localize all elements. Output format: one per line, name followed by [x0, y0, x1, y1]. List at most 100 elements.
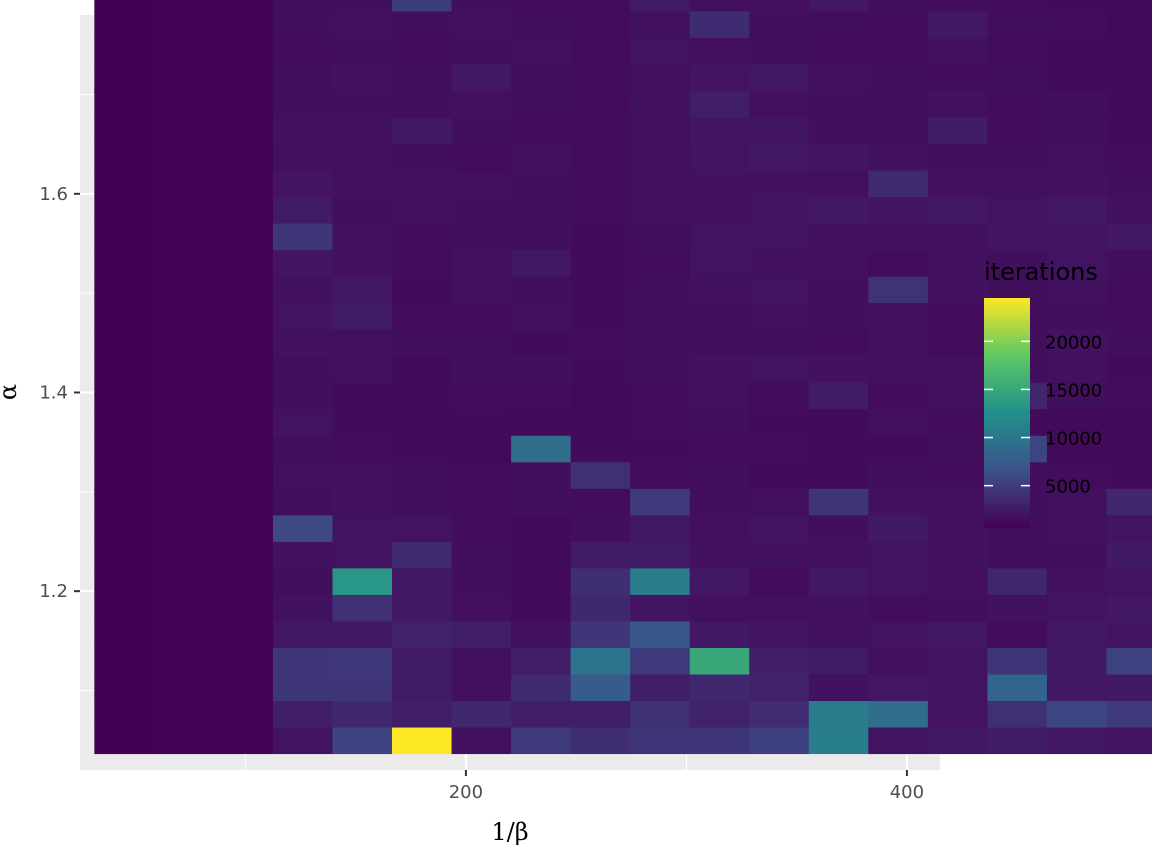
- heatmap-tile: [808, 700, 869, 728]
- heatmap-tile: [332, 435, 393, 463]
- heatmap-tile: [1046, 488, 1108, 516]
- heatmap-tile: [570, 249, 631, 277]
- heatmap-tile: [689, 461, 750, 489]
- heatmap-tile: [630, 541, 691, 569]
- heatmap-tile: [213, 461, 274, 489]
- heatmap-tile: [570, 647, 631, 675]
- heatmap-tile: [94, 276, 155, 304]
- heatmap-tile: [987, 10, 1048, 38]
- heatmap-tile: [392, 196, 453, 224]
- heatmap-tile: [1106, 726, 1152, 755]
- heatmap-tile: [927, 355, 989, 383]
- heatmap-tile: [153, 488, 215, 516]
- heatmap-tile: [927, 0, 989, 12]
- heatmap-tile: [392, 594, 453, 622]
- heatmap-tile: [451, 461, 512, 489]
- heatmap-tile: [868, 329, 929, 357]
- heatmap-tile: [272, 647, 334, 675]
- heatmap-tile: [392, 116, 453, 144]
- heatmap-tile: [689, 10, 750, 38]
- heatmap-tile: [94, 196, 155, 224]
- heatmap-tile: [272, 673, 334, 702]
- heatmap-tile: [630, 382, 691, 410]
- heatmap-tile: [630, 647, 691, 675]
- heatmap-tile: [868, 620, 929, 648]
- heatmap-tile: [153, 276, 215, 304]
- heatmap-tile: [808, 276, 869, 304]
- heatmap-tile: [94, 514, 155, 542]
- heatmap-tile: [153, 594, 215, 622]
- heatmap-tile: [868, 541, 929, 569]
- heatmap-tile: [749, 673, 810, 702]
- legend-title: iterations: [984, 258, 1098, 286]
- heatmap-tile: [451, 700, 512, 728]
- heatmap-tile: [689, 222, 750, 251]
- heatmap-tile: [272, 196, 334, 224]
- heatmap-tile: [332, 567, 393, 595]
- heatmap-tile: [451, 594, 512, 622]
- heatmap-tile: [927, 594, 989, 622]
- heatmap-tile: [749, 355, 810, 383]
- heatmap-tile: [213, 620, 274, 648]
- heatmap-tile: [451, 726, 512, 755]
- heatmap-tile: [451, 63, 512, 91]
- heatmap-tile: [94, 620, 155, 648]
- heatmap-tile: [927, 116, 989, 144]
- heatmap-tile: [868, 169, 929, 198]
- heatmap-tile: [808, 143, 869, 171]
- heatmap-tile: [1046, 222, 1108, 251]
- heatmap-tile: [808, 116, 869, 144]
- heatmap-tile: [94, 408, 155, 436]
- heatmap-tile: [213, 37, 274, 65]
- heatmap-tile: [392, 222, 453, 251]
- heatmap-tile: [987, 143, 1048, 171]
- heatmap-tile: [868, 514, 929, 542]
- heatmap-tile: [1106, 249, 1152, 277]
- heatmap-tile: [392, 620, 453, 648]
- heatmap-tile: [153, 249, 215, 277]
- heatmap-tile: [511, 461, 572, 489]
- heatmap-tile: [213, 673, 274, 702]
- heatmap-tile: [868, 116, 929, 144]
- heatmap-tile: [153, 10, 215, 38]
- heatmap-tile: [868, 249, 929, 277]
- heatmap-tile: [451, 302, 512, 330]
- heatmap-tile: [1106, 673, 1152, 702]
- heatmap-tile: [94, 143, 155, 171]
- heatmap-tile: [987, 249, 1048, 277]
- heatmap-tile: [927, 249, 989, 277]
- heatmap-tile: [630, 620, 691, 648]
- heatmap-tile: [630, 196, 691, 224]
- heatmap-tile: [868, 435, 929, 463]
- heatmap-tile: [153, 90, 215, 118]
- x-axis-title: 1/β: [491, 818, 528, 846]
- heatmap-tile: [868, 222, 929, 251]
- heatmap-tile: [511, 408, 572, 436]
- heatmap-tile: [332, 620, 393, 648]
- heatmap-tile: [987, 647, 1048, 675]
- heatmap-tile: [511, 594, 572, 622]
- heatmap-tile: [213, 169, 274, 198]
- heatmap-tile: [213, 700, 274, 728]
- heatmap-tile: [689, 620, 750, 648]
- heatmap-tile: [451, 408, 512, 436]
- heatmap-tile: [1046, 355, 1108, 383]
- heatmap-tile: [1046, 249, 1108, 277]
- heatmap-tile: [332, 726, 393, 755]
- heatmap-tile: [868, 90, 929, 118]
- y-axis-title: α: [0, 384, 22, 400]
- heatmap-tile: [213, 90, 274, 118]
- heatmap-tile: [213, 10, 274, 38]
- heatmap-tile: [630, 116, 691, 144]
- heatmap-tile: [272, 329, 334, 357]
- heatmap-tile: [392, 461, 453, 489]
- heatmap-tile: [689, 567, 750, 595]
- heatmap-tile: [94, 461, 155, 489]
- heatmap-tile: [153, 673, 215, 702]
- heatmap-tile: [153, 63, 215, 91]
- heatmap-tile: [272, 10, 334, 38]
- heatmap-tile: [749, 329, 810, 357]
- heatmap-tile: [570, 276, 631, 304]
- heatmap-tile: [94, 488, 155, 516]
- heatmap-tile: [332, 302, 393, 330]
